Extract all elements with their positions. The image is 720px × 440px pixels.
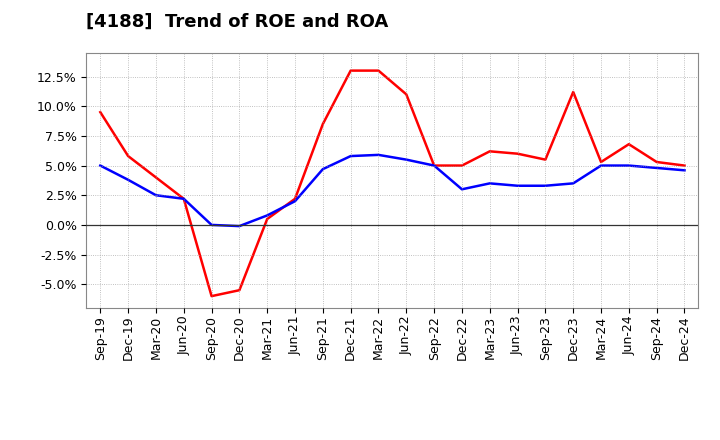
ROE (680, 163, 689, 168)
ROE (624, 142, 633, 147)
ROE (235, 288, 243, 293)
ROA (402, 157, 410, 162)
Text: [4188]  Trend of ROE and ROA: [4188] Trend of ROE and ROA (86, 13, 389, 31)
ROA (541, 183, 550, 188)
ROA (374, 152, 383, 158)
ROA (207, 222, 216, 227)
ROA (597, 163, 606, 168)
ROA (179, 196, 188, 202)
ROE (541, 157, 550, 162)
ROE (346, 68, 355, 73)
ROE (318, 121, 327, 127)
ROA (291, 198, 300, 204)
ROA (430, 163, 438, 168)
ROE (597, 159, 606, 165)
Line: ROE: ROE (100, 70, 685, 296)
ROE (402, 92, 410, 97)
ROA (569, 181, 577, 186)
ROE (263, 216, 271, 222)
ROA (680, 168, 689, 173)
ROE (374, 68, 383, 73)
ROE (207, 293, 216, 299)
ROA (318, 166, 327, 172)
ROE (430, 163, 438, 168)
ROA (263, 213, 271, 218)
ROA (152, 193, 161, 198)
ROA (624, 163, 633, 168)
ROA (346, 154, 355, 159)
ROE (569, 89, 577, 95)
Line: ROA: ROA (100, 155, 685, 226)
ROE (652, 159, 661, 165)
ROA (513, 183, 522, 188)
ROA (235, 224, 243, 229)
ROA (458, 187, 467, 192)
ROE (152, 175, 161, 180)
ROA (124, 177, 132, 183)
ROA (485, 181, 494, 186)
ROE (485, 149, 494, 154)
ROA (96, 163, 104, 168)
ROA (652, 165, 661, 171)
ROE (179, 196, 188, 202)
ROE (458, 163, 467, 168)
ROE (513, 151, 522, 156)
ROE (291, 196, 300, 202)
ROE (124, 154, 132, 159)
ROE (96, 110, 104, 115)
